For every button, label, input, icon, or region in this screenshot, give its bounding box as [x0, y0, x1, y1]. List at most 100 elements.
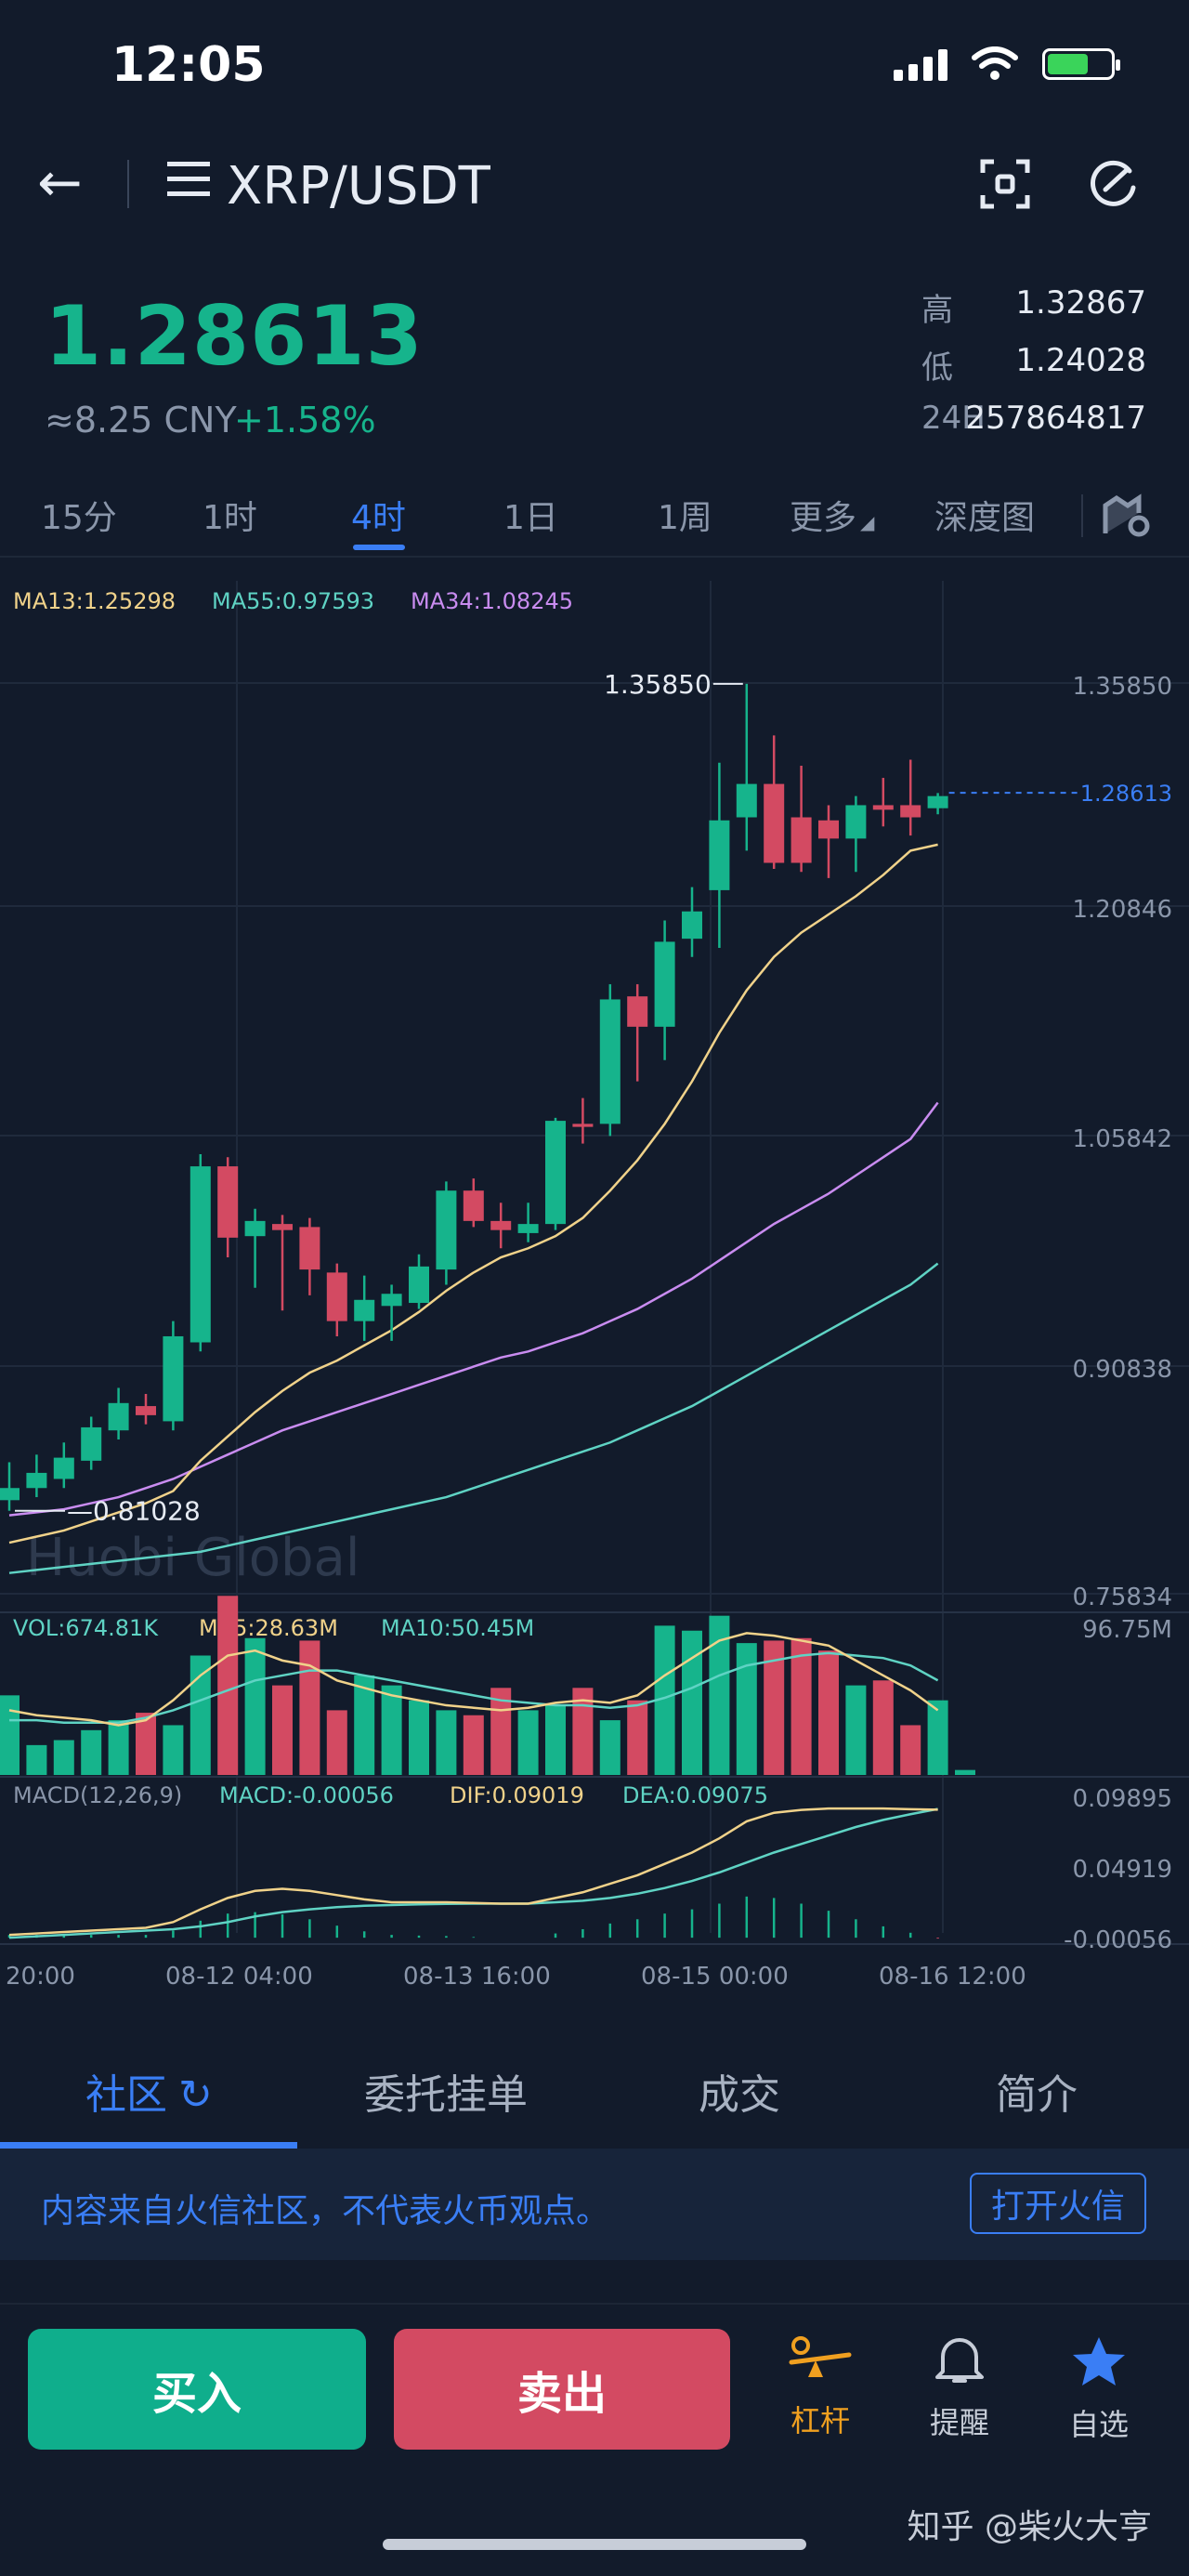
volume-bar [764, 1640, 785, 1775]
vol24h-value: 257864817 [965, 400, 1146, 437]
candle-body [490, 1220, 512, 1230]
price-axis-label: 1.05842 [1072, 1125, 1172, 1153]
refresh-small-icon: ↻ [178, 2071, 213, 2119]
kline-chart[interactable]: MA13:1.25298 MA55:0.97593 MA34:1.08245 Huob… [0, 558, 1189, 2007]
status-time: 12:05 [111, 37, 266, 93]
vol-legend-item: MA10:50.45M [381, 1615, 534, 1641]
candle-body [299, 1227, 320, 1270]
volume-bar [572, 1688, 594, 1775]
vol-axis-label: 96.75M [1082, 1616, 1172, 1644]
alert-label: 提醒 [929, 2405, 989, 2440]
price-axis-label: 0.75834 [1072, 1584, 1172, 1611]
tab-community[interactable]: 社区 ↻ [85, 2061, 213, 2121]
menu-list-icon[interactable] [167, 162, 210, 201]
time-axis-label: 20:00 [6, 1963, 75, 1991]
tab-separator [1081, 494, 1083, 537]
candle-body [409, 1266, 429, 1304]
refresh-icon[interactable] [1087, 158, 1139, 210]
scan-icon[interactable] [979, 158, 1031, 210]
candle-body [545, 1121, 566, 1225]
alert-tool[interactable]: 提醒 [908, 2334, 1011, 2442]
candle-body [818, 820, 839, 839]
notice-text: 内容来自火信社区，不代表火币观点。 [41, 2192, 610, 2230]
macd-axis-label: -0.00056 [1064, 1926, 1172, 1954]
price-change: +1.58% [234, 400, 376, 440]
home-indicator [383, 2539, 806, 2550]
volume-bar [736, 1643, 757, 1775]
macd-legend-item: MACD(12,26,9) [13, 1782, 182, 1808]
candle-body [163, 1335, 184, 1422]
tab-1h[interactable]: 1时 [203, 499, 257, 537]
volume-bar [599, 1720, 621, 1775]
volume-bar [627, 1700, 648, 1775]
macd-legend-item: DIF:0.09019 [450, 1782, 584, 1808]
min-price-label: —0.81028 [67, 1496, 201, 1527]
vol-legend-item: VOL:674.81K [13, 1615, 159, 1641]
volume-bar [53, 1740, 74, 1775]
back-arrow-icon[interactable]: ← [37, 151, 83, 214]
low-label: 低 [921, 349, 953, 387]
tab-15m[interactable]: 15分 [41, 499, 117, 537]
tab-more[interactable]: 更多 ◢ [790, 491, 874, 539]
ma34-line [8, 1101, 939, 1517]
candle-body [326, 1272, 347, 1321]
price-axis-label: 1.20846 [1072, 896, 1172, 924]
volume-bar [463, 1715, 484, 1775]
tab-open-orders[interactable]: 委托挂单 [364, 2071, 528, 2119]
volume-bar [163, 1725, 184, 1775]
candle-body [381, 1294, 402, 1307]
tab-more-label: 更多 [790, 499, 857, 537]
candle-body [900, 805, 921, 818]
leverage-label: 杠杆 [790, 2403, 850, 2438]
open-huoxin-button[interactable]: 打开火信 [970, 2173, 1146, 2234]
low-value: 1.24028 [1015, 342, 1146, 379]
volume-bar [409, 1700, 429, 1775]
chart-settings-icon[interactable] [1102, 493, 1152, 539]
bottom-tabs [0, 2031, 1189, 2149]
timeframe-tabs [0, 483, 1189, 558]
candle-body [217, 1166, 239, 1238]
leverage-icon [789, 2336, 852, 2377]
tab-4h[interactable]: 4时 [351, 499, 406, 537]
candle-body [682, 911, 702, 940]
tab-1d[interactable]: 1日 [503, 499, 558, 537]
volume-bar [927, 1700, 948, 1775]
tab-community-label: 社区 [85, 2071, 167, 2119]
candle-body [436, 1190, 457, 1270]
volume-bar [108, 1720, 129, 1775]
volume-bar [189, 1655, 211, 1775]
time-axis-label: 08-15 00:00 [641, 1963, 789, 1991]
ma-legend-item: MA34:1.08245 [411, 588, 573, 614]
candle-body [790, 817, 812, 863]
candle-body [572, 1124, 594, 1127]
volume-bar [872, 1680, 894, 1775]
candle-body [244, 1220, 266, 1237]
volume-bar [381, 1685, 402, 1775]
caret-down-icon: ◢ [860, 511, 875, 533]
candle-body [517, 1224, 539, 1233]
tab-intro[interactable]: 简介 [996, 2071, 1078, 2119]
candle-body [599, 999, 621, 1124]
macd-legend-item: DEA:0.09075 [622, 1782, 768, 1808]
pair-title[interactable]: XRP/USDT [227, 156, 490, 217]
time-axis-label: 08-12 04:00 [165, 1963, 313, 1991]
macd-legend-item: MACD:-0.00056 [219, 1782, 394, 1808]
ma-legend-item: MA55:0.97593 [212, 588, 374, 614]
buy-button[interactable]: 买入 [28, 2329, 366, 2450]
candle-body [0, 1488, 20, 1501]
volume-bar [217, 1596, 239, 1775]
favorite-tool[interactable]: 自选 [1048, 2334, 1150, 2444]
sell-button[interactable]: 卖出 [394, 2329, 730, 2450]
volume-bar [326, 1710, 347, 1775]
leverage-tool[interactable]: 杠杆 [769, 2334, 871, 2440]
candle-body [354, 1299, 375, 1321]
signal-icon [894, 47, 947, 81]
volume-bar [517, 1710, 539, 1775]
macd-axis-label: 0.04919 [1072, 1856, 1172, 1884]
tab-depth[interactable]: 深度图 [934, 499, 1036, 537]
status-icons [894, 46, 1120, 82]
tab-trades[interactable]: 成交 [699, 2071, 780, 2119]
ma-legend-item: MA13:1.25298 [13, 588, 176, 614]
volume-bar [682, 1630, 702, 1775]
tab-1w[interactable]: 1周 [658, 499, 712, 537]
